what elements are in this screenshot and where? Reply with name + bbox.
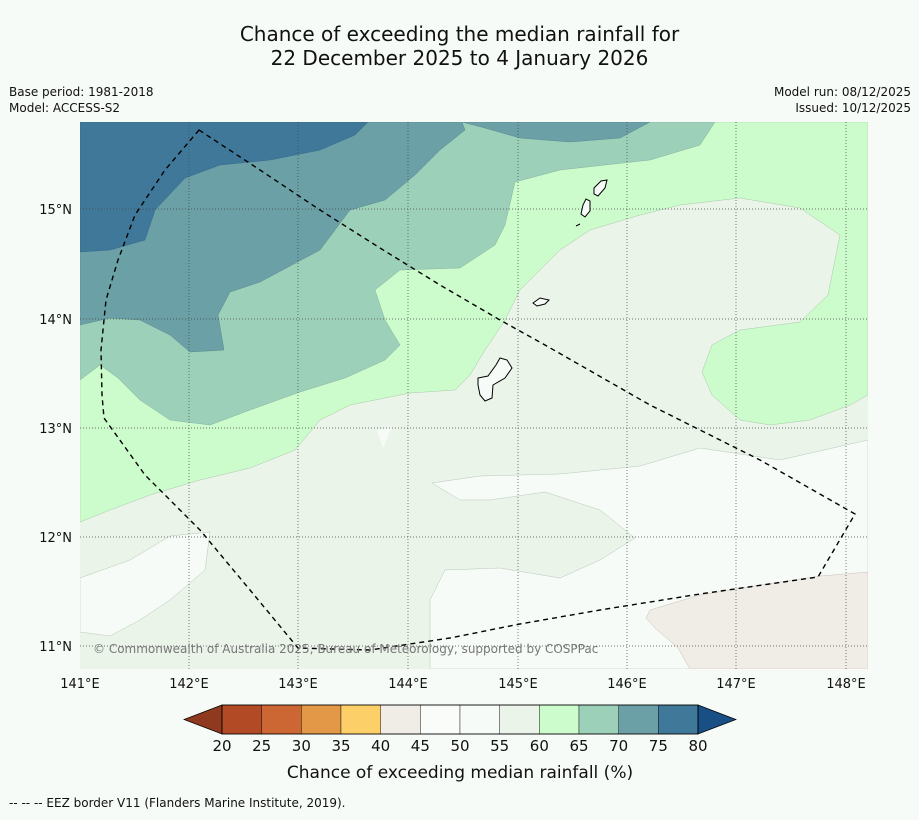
lon-label: 146°E: [607, 677, 647, 692]
island-rota: [532, 297, 550, 307]
lon-label: 144°E: [388, 677, 428, 692]
lat-label: 15°N: [39, 203, 72, 218]
lat-label: 11°N: [39, 640, 72, 655]
colorbar-tick-label: 75: [649, 737, 668, 755]
islands: [477, 179, 608, 402]
colorbar-segment: [221, 704, 262, 735]
colorbar-segment: [420, 704, 461, 735]
lon-label: 142°E: [169, 677, 209, 692]
colorbar-tick-label: 80: [688, 737, 707, 755]
eez-border: [100, 129, 856, 651]
colorbar-tick-label: 50: [450, 737, 469, 755]
colorbar-tick-label: 70: [609, 737, 628, 755]
zone-70-75: [80, 122, 651, 353]
map-title: Chance of exceeding the median rainfall …: [0, 22, 919, 70]
title-line-1: Chance of exceeding the median rainfall …: [239, 22, 680, 46]
probability-field: [80, 122, 868, 669]
zone-75-80: [80, 122, 369, 253]
island-tinian: [580, 198, 591, 218]
lat-label: 13°N: [39, 422, 72, 437]
colorbar-segment: [499, 704, 540, 735]
lat-label: 12°N: [39, 531, 72, 546]
colorbar-segment: [340, 704, 381, 735]
lon-label: 147°E: [716, 677, 756, 692]
colorbar-segment: [380, 704, 421, 735]
lat-label: 14°N: [39, 313, 72, 328]
lon-label: 145°E: [498, 677, 538, 692]
colorbar-segment: [658, 704, 699, 735]
model-name: Model: ACCESS-S2: [9, 101, 121, 115]
colorbar-tick-label: 40: [371, 737, 390, 755]
colorbar-frame: [221, 704, 699, 735]
lon-labels: 141°E 142°E 143°E 144°E 145°E 146°E 147°…: [60, 677, 866, 692]
copyright-text: © Commonwealth of Australia 2025, Bureau…: [93, 642, 598, 656]
colorbar-segment: [578, 704, 619, 735]
meta-right: Model run: 08/12/2025 Issued: 10/12/2025: [774, 84, 911, 116]
island-saipan: [593, 179, 608, 197]
colorbar-tick-label: 20: [212, 737, 231, 755]
colorbar-segment: [261, 704, 302, 735]
graticule: [80, 122, 868, 669]
zone-50-55-west: [80, 531, 211, 637]
island-aguijan: [575, 223, 581, 227]
colorbar-tick-label: 65: [569, 737, 588, 755]
lon-label: 141°E: [60, 677, 100, 692]
colorbar-tick-label: 55: [490, 737, 509, 755]
colorbar-segment: [539, 704, 580, 735]
lon-label: 148°E: [826, 677, 866, 692]
zone-notch: [377, 427, 392, 448]
colorbar-tick-label: 45: [411, 737, 430, 755]
colorbar-tick-label: 25: [252, 737, 271, 755]
issued-date: Issued: 10/12/2025: [795, 101, 911, 115]
footer-legend: -- -- -- EEZ border V11 (Flanders Marine…: [9, 796, 346, 810]
island-guam: [477, 357, 513, 402]
colorbar-extend-high: [697, 704, 737, 735]
colorbar-title: Chance of exceeding median rainfall (%): [287, 763, 633, 783]
colorbar-segment: [301, 704, 342, 735]
colorbar-extend-low: [183, 704, 223, 735]
model-run: Model run: 08/12/2025: [773, 85, 911, 99]
colorbar-tick-label: 30: [292, 737, 311, 755]
colorbar-segment: [459, 704, 500, 735]
base-period: Base period: 1981-2018: [9, 85, 154, 99]
colorbar: 20 25 30 35 40 45 50 55 60 65 70 75 80: [183, 704, 737, 755]
colorbar-tick-label: 35: [331, 737, 350, 755]
lat-labels: 15°N 14°N 13°N 12°N 11°N: [39, 203, 72, 655]
colorbar-tick-label: 60: [530, 737, 549, 755]
meta-left: Base period: 1981-2018 Model: ACCESS-S2: [9, 84, 154, 116]
colorbar-segment: [618, 704, 659, 735]
title-line-2: 22 December 2025 to 4 January 2026: [270, 46, 649, 70]
lon-label: 143°E: [278, 677, 318, 692]
